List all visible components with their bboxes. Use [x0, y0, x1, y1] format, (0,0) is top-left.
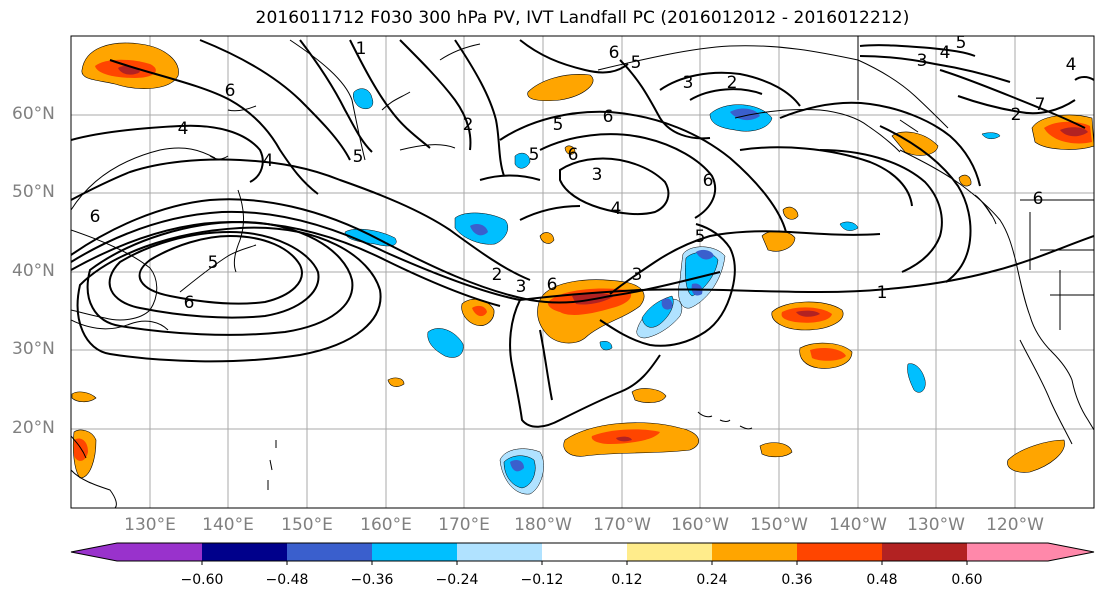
- lon-label: 140°W: [829, 515, 887, 535]
- contour-label: 2: [463, 115, 474, 135]
- map-frame: [70, 35, 1095, 509]
- contour-label: 4: [940, 43, 951, 63]
- contour-label: 3: [683, 73, 694, 93]
- colorbar-segment: [797, 543, 882, 561]
- colorbar-segment: [457, 543, 542, 561]
- contour-label: 6: [703, 171, 714, 191]
- lon-label: 160°W: [671, 515, 729, 535]
- colorbar-segment: [627, 543, 712, 561]
- contour-label: 2: [492, 265, 503, 285]
- lat-label: 50°N: [12, 182, 55, 202]
- contour-label: 6: [603, 107, 614, 127]
- lon-label: 180°W: [514, 515, 572, 535]
- colorbar-label: 0.48: [866, 572, 898, 588]
- colorbar-outline: [70, 542, 1095, 562]
- colorbar-label: −0.24: [435, 572, 479, 588]
- colorbar-segment: [542, 543, 627, 561]
- colorbar-label: −0.36: [350, 572, 394, 588]
- contour-label: 7: [1035, 95, 1046, 115]
- colorbar-label: −0.48: [265, 572, 309, 588]
- lat-label: 60°N: [12, 104, 55, 124]
- colorbar-label: −0.60: [180, 572, 224, 588]
- colorbar-segment: [1048, 543, 1094, 561]
- contour-label: 4: [263, 151, 274, 171]
- contour-label: 5: [529, 145, 540, 165]
- contour-label: 3: [632, 265, 643, 285]
- contour-label: 4: [1066, 55, 1077, 75]
- colorbar-segment: [202, 543, 287, 561]
- colorbar-label: 0.24: [696, 572, 728, 588]
- colorbar-label: 0.12: [611, 572, 643, 588]
- lat-label: 40°N: [12, 261, 55, 281]
- map-panel: 1 6 5 3 2 5 6 4 6 4 6 5 6 2 3 5 6 3 6 4 …: [70, 33, 1095, 509]
- contour-label: 3: [917, 51, 928, 71]
- colorbar-label: −0.12: [520, 572, 564, 588]
- contour-labels: 1 6 5 3 2 5 6 4 6 4 6 5 6 2 3 5 6 3 6 4 …: [90, 33, 1077, 313]
- contour-label: 3: [516, 277, 527, 297]
- lon-label: 140°E: [202, 515, 254, 535]
- chart-title: 2016011712 F030 300 hPa PV, IVT Landfall…: [255, 8, 910, 28]
- contour-label: 6: [609, 43, 620, 63]
- colorbar-segment: [372, 543, 457, 561]
- colorbar-segment: [967, 543, 1048, 561]
- pc-fill-orange: [71, 42, 1094, 479]
- contour-label: 5: [353, 147, 364, 167]
- contour-label: 4: [611, 199, 622, 219]
- contour-label: 4: [178, 119, 189, 139]
- contour-label: 6: [184, 293, 195, 313]
- contour-label: 5: [631, 53, 642, 73]
- contour-label: 5: [553, 115, 564, 135]
- contour-label: 6: [90, 207, 101, 227]
- lon-label: 130°W: [907, 515, 965, 535]
- lon-label: 130°E: [124, 515, 176, 535]
- contour-label: 3: [592, 165, 603, 185]
- lon-label: 170°W: [593, 515, 651, 535]
- colorbar-label: 0.36: [781, 572, 813, 588]
- contour-label: 6: [547, 275, 558, 295]
- lat-label: 30°N: [12, 339, 55, 359]
- contour-label: 6: [225, 81, 236, 101]
- colorbar-segment: [287, 543, 372, 561]
- lon-label: 150°E: [281, 515, 333, 535]
- contour-label: 5: [695, 227, 706, 247]
- colorbar: [70, 542, 1095, 565]
- contour-label: 5: [208, 253, 219, 273]
- contour-label: 2: [1011, 105, 1022, 125]
- pv-contours: [71, 39, 1094, 428]
- contour-label: 1: [356, 39, 367, 59]
- colorbar-label: 0.60: [951, 572, 983, 588]
- lon-label: 120°W: [986, 515, 1044, 535]
- colorbar-segment: [882, 543, 967, 561]
- colorbar-segment: [117, 543, 202, 561]
- contour-label: 2: [727, 73, 738, 93]
- colorbar-ticks: [201, 561, 968, 565]
- contour-label: 6: [568, 145, 579, 165]
- lon-label: 170°E: [438, 515, 490, 535]
- contour-label: 5: [956, 33, 967, 53]
- colorbar-segment: [71, 543, 117, 561]
- contour-label: 1: [877, 283, 888, 303]
- colorbar-segment: [712, 543, 797, 561]
- gridlines: [71, 36, 1094, 508]
- lon-label: 160°E: [360, 515, 412, 535]
- contour-label: 6: [1033, 189, 1044, 209]
- lat-label: 20°N: [12, 418, 55, 438]
- lon-label: 150°W: [750, 515, 808, 535]
